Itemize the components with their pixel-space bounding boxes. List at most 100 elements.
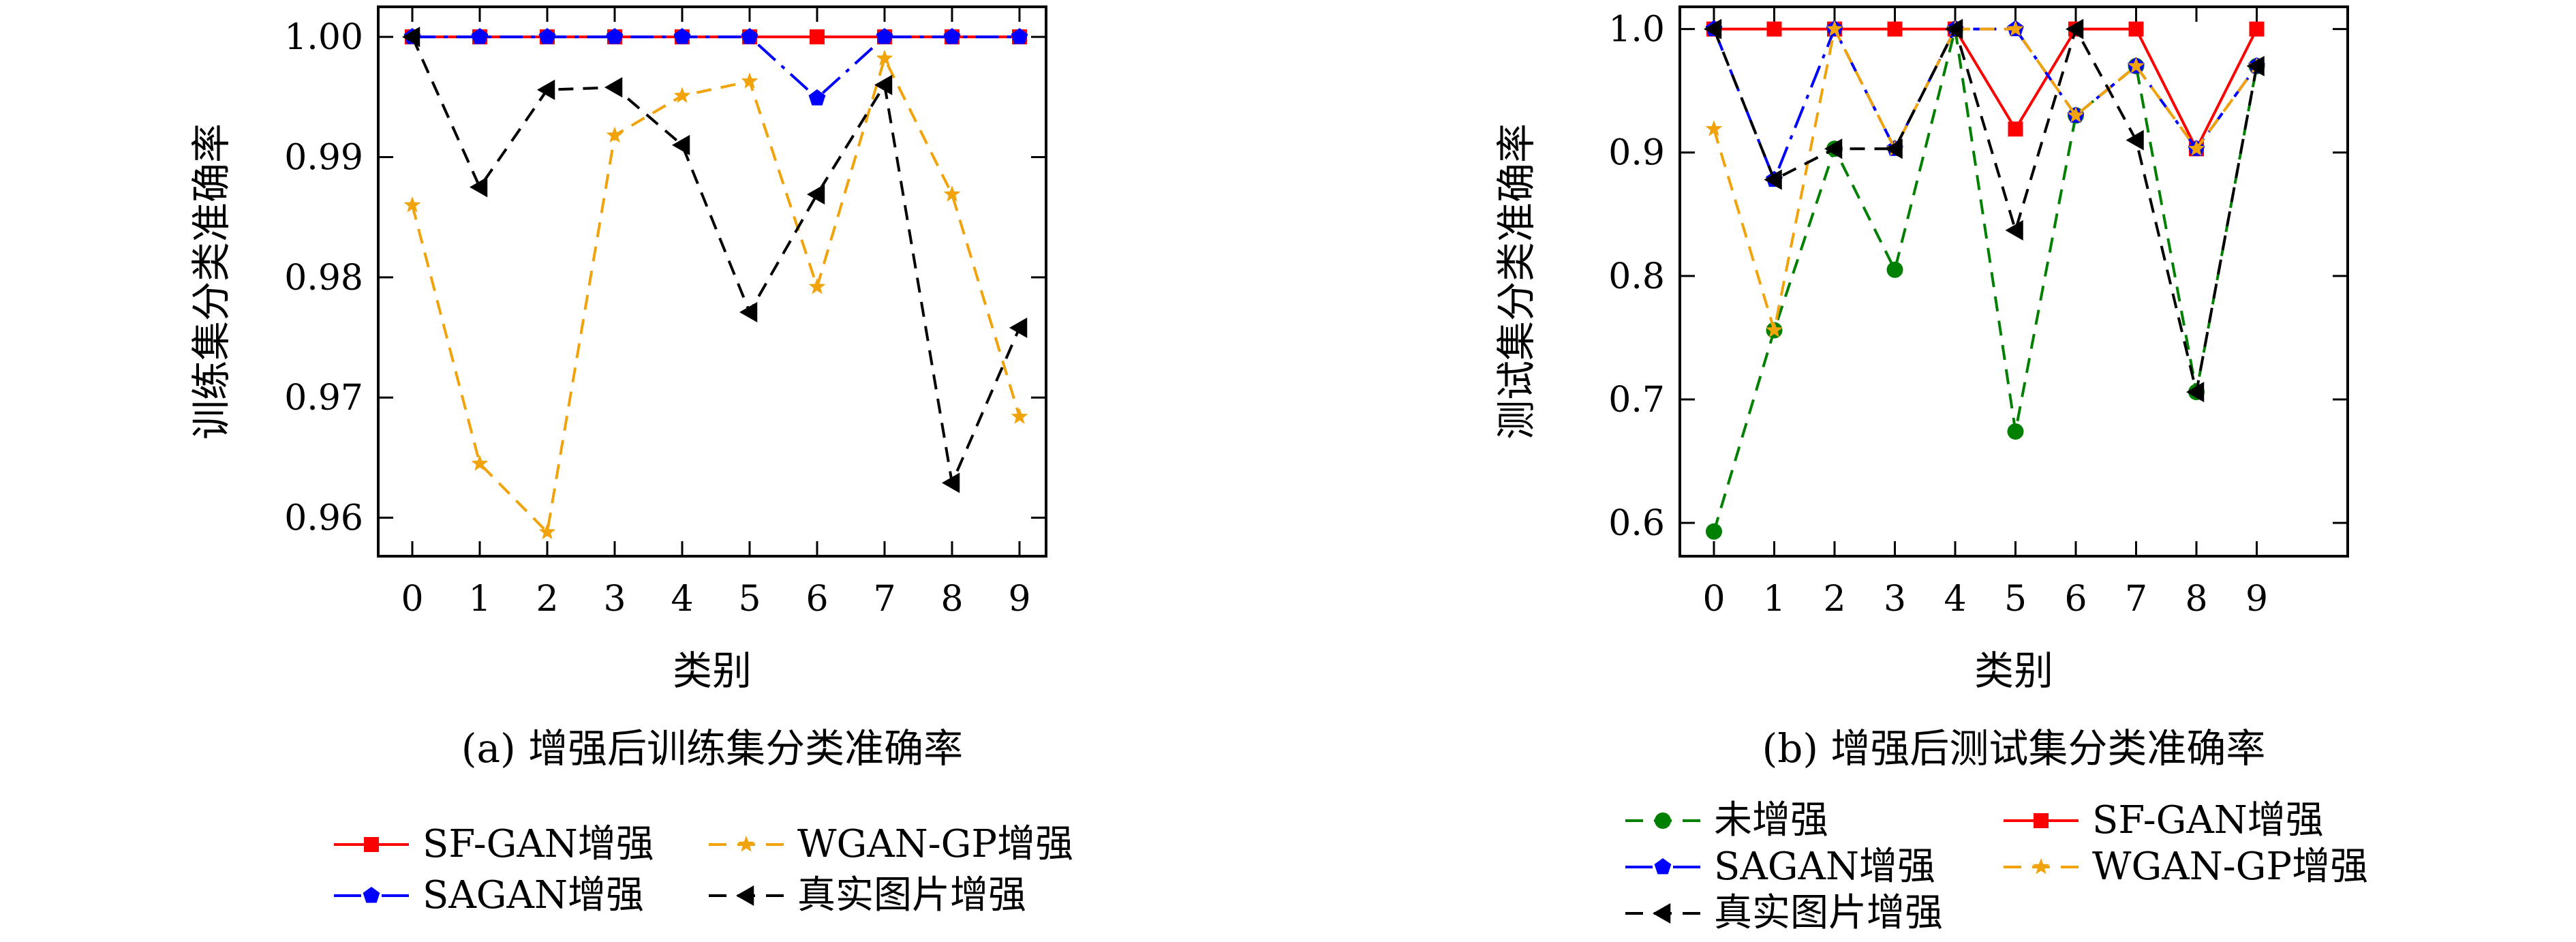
data-point xyxy=(606,28,624,44)
series-sagan xyxy=(1705,20,2265,187)
data-point xyxy=(739,301,758,322)
data-point xyxy=(1766,321,1783,338)
data-point xyxy=(807,184,825,205)
data-point xyxy=(1764,169,1782,190)
data-point xyxy=(1884,138,1903,159)
legend-label: SF-GAN增强 xyxy=(2092,798,2324,842)
data-point xyxy=(2128,21,2144,37)
plot-frame xyxy=(1678,5,2349,558)
legend-label: 未增强 xyxy=(1714,798,1828,842)
x-tick-label: 7 xyxy=(2125,579,2147,620)
chart-title: (b) 增强后测试集分类准确率 xyxy=(1762,725,2266,772)
legend-entry: SAGAN增强 xyxy=(1625,845,1935,889)
x-tick-label: 7 xyxy=(873,579,895,620)
data-point xyxy=(2066,18,2084,40)
y-tick-label: 0.97 xyxy=(284,378,363,419)
legend-entry: SAGAN增强 xyxy=(334,873,644,917)
data-point xyxy=(1766,21,1782,37)
x-tick-label: 5 xyxy=(738,579,761,620)
series-line xyxy=(412,35,1019,100)
data-point xyxy=(673,87,691,103)
x-tick-label: 6 xyxy=(2064,579,2087,620)
legend-entry: WGAN-GP增强 xyxy=(709,822,1073,866)
legend-label: WGAN-GP增强 xyxy=(2092,845,2368,889)
chart-title: (a) 增强后训练集分类准确率 xyxy=(461,725,963,772)
data-point xyxy=(1886,261,1903,278)
chart-test-accuracy: 0.6 0.7 0.8 0.9 1.0 0 1 2 3 4 5 6 7 8 9 类别 测试集分类准确率 (b) 增… xyxy=(1493,5,2368,935)
y-tick-label: 0.6 xyxy=(1608,503,1665,544)
y-axis-label: 训练集分类准确率 xyxy=(188,123,234,440)
data-point xyxy=(876,49,893,66)
y-tick-label: 0.9 xyxy=(1608,133,1665,174)
data-point xyxy=(1706,523,1722,540)
data-point xyxy=(2007,423,2024,440)
y-tick-label: 0.98 xyxy=(284,258,363,299)
data-point xyxy=(2186,382,2205,403)
data-point xyxy=(672,134,690,155)
data-point xyxy=(1945,18,1963,40)
data-point xyxy=(1887,21,1903,37)
data-point xyxy=(2128,57,2145,74)
data-point xyxy=(2007,20,2024,37)
data-point xyxy=(1826,20,1843,37)
data-point xyxy=(1009,317,1028,338)
x-tick-label: 9 xyxy=(1008,579,1030,620)
x-axis-label: 类别 xyxy=(673,648,752,694)
legend-label: SF-GAN增强 xyxy=(423,822,654,866)
legend-label: 真实图片增强 xyxy=(1714,891,1943,935)
data-point xyxy=(538,523,556,540)
data-point xyxy=(876,28,893,44)
x-tick-label: 3 xyxy=(603,579,626,620)
x-tick-label: 1 xyxy=(468,579,491,620)
legend-marker xyxy=(1653,903,1671,924)
legend-marker xyxy=(2034,813,2049,828)
data-point xyxy=(606,126,624,143)
data-point xyxy=(2008,121,2023,137)
series-line xyxy=(1713,27,2258,332)
y-tick-label: 0.7 xyxy=(1608,380,1665,421)
x-tick-label: 6 xyxy=(806,579,828,620)
data-point xyxy=(2005,219,2023,241)
y-tick-label: 1.00 xyxy=(284,17,363,58)
x-tick-label: 5 xyxy=(2004,579,2027,620)
legend-entry: SF-GAN增强 xyxy=(2004,798,2324,842)
data-point xyxy=(2126,130,2144,151)
data-point xyxy=(741,72,758,89)
legend-marker xyxy=(363,887,380,903)
legend-label: WGAN-GP增强 xyxy=(797,822,1073,866)
data-point xyxy=(741,28,758,44)
data-point xyxy=(943,28,961,44)
x-tick-label: 8 xyxy=(940,579,963,620)
x-tick-label: 3 xyxy=(1884,579,1906,620)
legend-marker xyxy=(2032,858,2050,875)
y-tick-label: 1.0 xyxy=(1608,10,1665,50)
series-line xyxy=(1713,27,2258,394)
series-line xyxy=(411,36,1021,485)
x-axis-label: 类别 xyxy=(1974,648,2053,694)
x-tick-label: 8 xyxy=(2185,579,2207,620)
data-point xyxy=(604,77,623,98)
data-point xyxy=(471,28,489,44)
data-point xyxy=(942,472,960,493)
x-tick-label: 4 xyxy=(1944,579,1966,620)
data-point xyxy=(403,196,421,213)
data-point xyxy=(810,29,825,45)
legend-label: SAGAN增强 xyxy=(1714,845,1935,889)
x-tick-label: 2 xyxy=(1823,579,1845,620)
series-series-3 xyxy=(402,27,1028,493)
legend-entry: 真实图片增强 xyxy=(709,873,1026,917)
series-series-4 xyxy=(1704,18,2265,403)
legend-marker xyxy=(737,836,755,852)
y-tick-label: 0.96 xyxy=(284,498,363,539)
legend-entry: 未增强 xyxy=(1625,798,1828,842)
x-tick-label: 0 xyxy=(1702,579,1725,620)
plot-frame xyxy=(377,5,1047,558)
data-point xyxy=(1011,28,1028,44)
data-point xyxy=(538,28,556,44)
series-wgan-gp xyxy=(1705,20,2265,338)
chart-train-accuracy: 0.96 0.97 0.98 0.99 1.00 0 1 2 3 4 5 6 7 8 9 类别 训练集分类准确率… xyxy=(188,5,1073,917)
data-point xyxy=(402,27,420,48)
data-point xyxy=(1824,138,1843,159)
y-tick-label: 0.8 xyxy=(1608,256,1665,297)
